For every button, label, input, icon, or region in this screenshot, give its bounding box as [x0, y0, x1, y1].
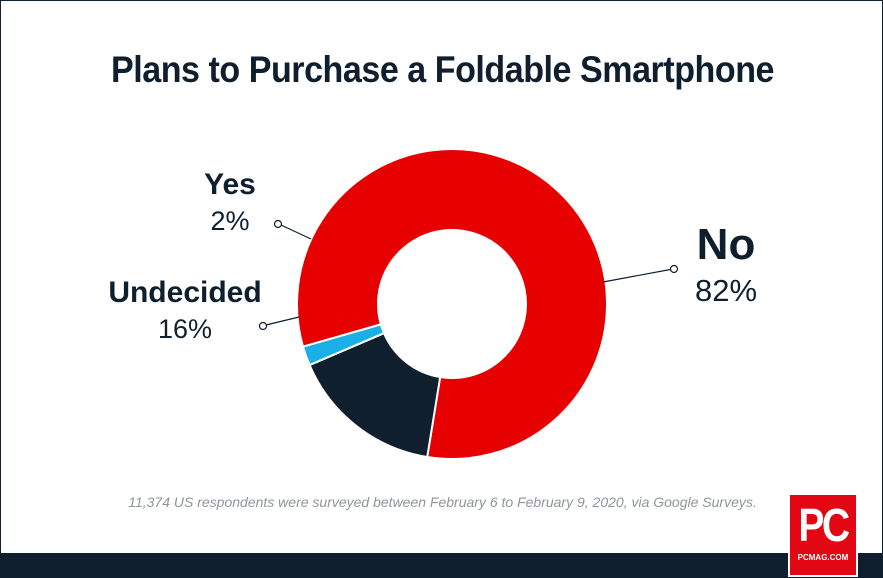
logo-url: PCMAG.COM	[797, 553, 849, 562]
leader-line-undecided	[265, 316, 300, 326]
label-undecided-value: 16%	[158, 314, 212, 344]
chart-title: Plans to Purchase a Foldable Smartphone	[110, 49, 775, 90]
logo-mark: PC	[798, 499, 850, 551]
leader-dot-no	[669, 264, 679, 274]
footnote: 11,374 US respondents were surveyed betw…	[128, 494, 757, 510]
donut-slices	[296, 148, 608, 460]
pcmag-logo[interactable]: PC PCMAG.COM	[788, 493, 858, 577]
label-yes-name: Yes	[204, 168, 256, 201]
leader-line-yes	[280, 224, 312, 240]
leader-dot-yes	[273, 219, 283, 229]
label-yes-value: 2%	[210, 206, 249, 236]
leader-dot-undecided	[258, 321, 268, 331]
slice-no	[296, 148, 608, 460]
bottom-bar	[1, 553, 882, 577]
label-no-value: 82%	[695, 273, 757, 308]
leader-line-no	[602, 268, 674, 283]
slice-yes	[301, 323, 386, 367]
slice-undecided	[308, 331, 442, 459]
label-no-name: No	[697, 220, 756, 269]
label-undecided-name: Undecided	[108, 276, 261, 309]
